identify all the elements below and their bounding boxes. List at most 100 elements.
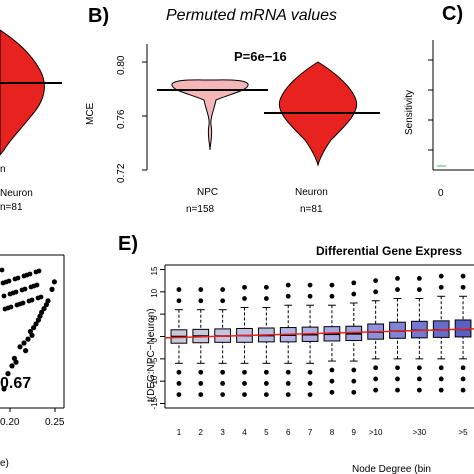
panel-e-outlier — [263, 284, 269, 290]
panel-e-xtick-label: 4 — [242, 428, 247, 437]
panel-e-outlier — [220, 369, 226, 375]
panel-e-outlier — [416, 387, 422, 393]
panel-a-scatter-point — [12, 276, 18, 282]
panel-e-outlier — [285, 392, 291, 397]
panel-a-scatter-point — [39, 309, 45, 315]
panel-e-outlier — [438, 284, 444, 290]
panel-a-scatter-point — [25, 336, 31, 342]
panel-a-scatter-point — [33, 321, 39, 327]
panel-e-ytick-label: 10 — [150, 288, 159, 297]
panel-b: B) Permuted mRNA values P=6e−16 MCE 0.80… — [85, 5, 380, 215]
panel-e-xlabel: Node Degree (bin — [352, 464, 431, 474]
panel-b-n-npc: n=158 — [186, 204, 215, 215]
panel-a-scatter-point — [17, 344, 23, 350]
panel-e-xtick-label: 6 — [286, 428, 291, 437]
panel-a-scatter-point — [45, 298, 51, 304]
panel-e-outlier — [438, 273, 444, 279]
panel-b-group-neuron: Neuron — [295, 187, 328, 198]
panel-e-xtick-label: 5 — [264, 428, 269, 437]
panel-e-outlier — [329, 389, 335, 395]
panel-a-scatter-point — [1, 293, 7, 299]
panel-e-outlier — [176, 287, 182, 292]
panel-e-xtick-label: 3 — [220, 428, 225, 437]
panel-b-letter: B) — [88, 5, 109, 27]
panel-e-y-ticks: -15 -10 -5 0 5 10 15 — [150, 266, 165, 410]
panel-e-outlier — [198, 298, 204, 304]
panel-a-scatter-point — [41, 306, 47, 312]
panel-e-outlier — [395, 376, 400, 382]
panel-a: n Neuron n=81 0.67 0.20 0.25 e) — [0, 29, 65, 469]
panel-e-outlier — [220, 298, 226, 304]
panel-e-outlier — [460, 387, 466, 393]
panel-e-ytick-label: 5 — [150, 315, 159, 320]
panel-a-scatter-point — [51, 279, 58, 285]
panel-e-outlier — [307, 293, 313, 299]
panel-b-ytick-label-080: 0.80 — [116, 55, 127, 75]
panel-a-annotation: 0.67 — [0, 375, 31, 392]
panel-e-outlier — [263, 369, 269, 375]
panel-a-scatter-point — [1, 386, 7, 392]
panel-e-xtick-label: >30 — [413, 428, 427, 437]
panel-e-outlier — [198, 392, 204, 397]
panel-a-scatter-point — [33, 269, 39, 275]
panel-c-xtick-fragment: 0 — [438, 188, 444, 199]
panel-e-x-ticks: 1 2 3 4 5 6 7 8 9 >10 >30 >5 — [177, 428, 468, 437]
panel-e-outlier — [460, 365, 466, 371]
panel-a-scatter-point — [28, 284, 34, 290]
panel-e-outlier — [198, 369, 204, 375]
panel-e-outlier — [220, 287, 226, 292]
panel-e-outlier — [307, 369, 313, 375]
panel-e-outlier — [176, 298, 182, 304]
panel-e-outlier — [373, 365, 379, 371]
panel-e-outlier — [416, 276, 422, 281]
panel-e-ytick-label: -15 — [150, 397, 159, 409]
panel-e-outlier — [329, 367, 335, 373]
panel-b-ytick-label-076: 0.76 — [116, 109, 127, 129]
panel-e-outlier — [329, 282, 335, 288]
panel-e-outlier — [329, 378, 335, 384]
panel-e-outlier — [285, 282, 291, 288]
panel-a-scatter-point — [19, 287, 25, 293]
panel-e-trend-line — [164, 328, 474, 339]
panel-e-letter: E) — [118, 233, 138, 255]
panel-a-violin — [0, 29, 45, 156]
panel-e-ylabel: t(DEG:NPC−Neuron) — [146, 308, 157, 402]
panel-e-outlier — [176, 381, 182, 386]
panel-e-xtick-label: 8 — [330, 428, 335, 437]
panel-e-outlier — [307, 392, 313, 397]
panel-b-violin-npc — [171, 79, 249, 151]
panel-e-xtick-label: 7 — [308, 428, 313, 437]
panel-e-outlier — [329, 293, 335, 299]
panel-e-outlier — [220, 381, 226, 386]
panel-a-scatter-points — [0, 267, 58, 392]
panel-e-outlier — [351, 280, 357, 286]
panel-c-ylabel: Sensitivity — [404, 90, 415, 135]
panel-e-outlier — [242, 296, 247, 301]
panel-e-outlier — [460, 284, 466, 290]
panel-e-xtick-label: >5 — [459, 428, 469, 437]
panel-e-outlier — [395, 276, 400, 281]
panel-e-outlier — [416, 365, 422, 371]
panel-e-outlier — [285, 381, 291, 386]
panel-c: C) Sensitivity 0 — [404, 3, 474, 199]
panel-a-xtick-label-1: 0.20 — [0, 417, 20, 428]
panel-e-outlier — [220, 392, 226, 397]
panel-e-outlier — [351, 389, 357, 395]
panel-a-scatter-point — [29, 332, 35, 338]
panel-e-outlier — [460, 273, 466, 279]
panel-e-ytick-label: -10 — [150, 375, 159, 387]
panel-e-outlier — [242, 284, 247, 290]
panel-e-outlier — [373, 278, 379, 284]
panel-e-outlier — [438, 376, 444, 382]
panel-a-fragment: n — [0, 164, 6, 175]
panel-b-ylabel: MCE — [85, 102, 96, 125]
panel-a-scatter-point — [30, 325, 37, 331]
panel-a-xaxis-fragment: e) — [0, 458, 9, 469]
panel-e-outlier — [416, 287, 422, 292]
panel-e-outlier — [242, 392, 247, 397]
panel-a-scatter-point — [5, 371, 11, 377]
panel-e-outlier — [438, 387, 444, 393]
panel-e-ytick-label: -5 — [150, 357, 159, 365]
panel-e-outlier — [307, 381, 313, 386]
